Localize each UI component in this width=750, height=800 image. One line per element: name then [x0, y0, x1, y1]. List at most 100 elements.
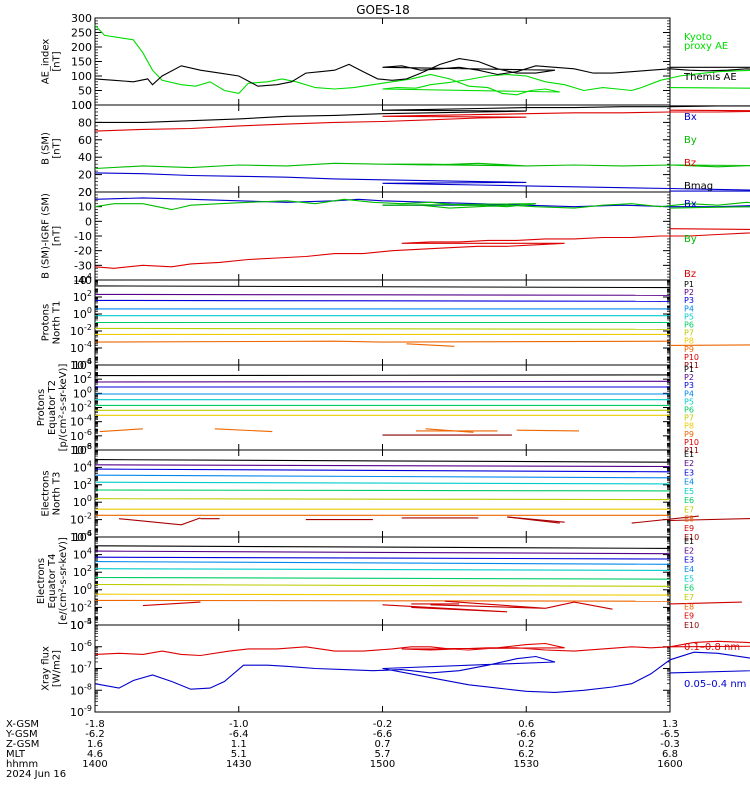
series-line-bigrf-1: [94, 198, 750, 211]
y-tick-label: 10-5: [70, 617, 92, 632]
legend-entry: E1: [684, 450, 694, 459]
x-tick-time: 1430: [226, 759, 251, 770]
legend-entry: E4: [684, 478, 694, 487]
legend-entry: Kyoto: [684, 32, 712, 43]
series-line-p-t2-8: [99, 428, 143, 433]
x-tick-time: 1400: [82, 759, 107, 770]
legend-entry: Bmag: [684, 181, 713, 192]
series-line-e-t4-9: [142, 601, 201, 607]
legend-entry: P10: [684, 438, 699, 447]
legend-entry: E8: [684, 602, 694, 611]
y-tick-label: 104: [73, 547, 92, 562]
series-line-p-t2-12: [516, 429, 580, 432]
x-tick-z_gsm: -0.3: [660, 739, 680, 750]
legend-entry: P9: [684, 430, 694, 439]
series-line-e-t4-1: [94, 550, 671, 555]
y-tick-label: 100: [71, 70, 92, 83]
legend-entry: E2: [684, 459, 694, 468]
y-tick-label: 102: [73, 371, 92, 386]
legend-entry: Bx: [684, 199, 697, 210]
x-date-label: 2024 Jun 16: [6, 769, 66, 780]
series-line-e-t3-9: [118, 517, 201, 526]
x-tick-time: 1500: [370, 759, 395, 770]
y-tick-label: -20: [74, 245, 92, 258]
y-tick-label: -40: [74, 274, 92, 287]
y-axis-label: [nT]: [52, 138, 63, 158]
y-tick-label: 10-2: [70, 599, 92, 614]
series-line-e-t4-13: [545, 601, 613, 610]
y-axis-label: Electrons: [36, 558, 47, 604]
chart-title: GOES-18: [356, 3, 410, 17]
y-axis-label: Protons: [36, 389, 47, 426]
y-axis-label: North T3: [52, 472, 63, 516]
series-line-e-t4-5: [94, 576, 671, 580]
legend-entry: E6: [684, 584, 694, 593]
y-tick-label: 10-9: [70, 704, 92, 719]
legend-entry: E9: [684, 612, 694, 621]
legend-entry: P11: [684, 446, 699, 455]
legend-entry: P3: [684, 381, 694, 390]
legend-entry: By: [684, 135, 697, 146]
y-tick-label: 20: [78, 186, 92, 199]
y-tick-label: 10-6: [70, 428, 92, 443]
legend-entry: P5: [684, 312, 694, 321]
series-line-e-t3-0: [94, 459, 671, 463]
y-tick-label: 102: [73, 564, 92, 579]
panel-frame: [94, 104, 671, 193]
y-axis-label: [nT]: [52, 226, 63, 246]
series-line-e-t3-3: [94, 474, 671, 479]
legend-entry: P2: [684, 373, 694, 382]
x-tick-y_gsm: -6.6: [373, 729, 393, 740]
y-tick-label: 106: [73, 442, 92, 457]
legend-entry: P8: [684, 337, 694, 346]
series-line-e-t3-15: [631, 515, 699, 524]
y-tick-label: -30: [74, 259, 92, 272]
panel-frame: [94, 17, 671, 106]
y-tick-label: 102: [73, 477, 92, 492]
y-tick-label: 102: [73, 289, 92, 304]
legend-entry: P5: [684, 397, 694, 406]
x-tick-mlt: 6.2: [518, 749, 534, 760]
series-line-p-t1-8: [94, 340, 671, 343]
y-tick-label: 150: [71, 56, 92, 69]
legend-entry: E5: [684, 574, 694, 583]
series-line-p-t1-6: [94, 327, 671, 330]
legend-entry: P1: [684, 365, 694, 374]
series-line-e-t4-7: [94, 593, 671, 596]
x-tick-time: 1530: [514, 759, 539, 770]
legend-entry: Bx: [684, 112, 697, 123]
series-line-bigrf-2: [94, 228, 750, 269]
x-row-label: Y-GSM: [5, 729, 38, 740]
series-line-p-t2-1: [94, 380, 671, 383]
y-axis-label: North T1: [52, 301, 63, 345]
x-tick-mlt: 6.8: [662, 749, 678, 760]
y-axis-label: [W/m2]: [52, 650, 63, 687]
legend-entry: P6: [684, 321, 694, 330]
x-tick-z_gsm: 1.1: [231, 739, 247, 750]
series-line-p-t1-2: [94, 299, 671, 302]
x-tick-y_gsm: -6.6: [516, 729, 536, 740]
y-tick-label: 10-2: [70, 323, 92, 338]
series-line-bsm-1: [94, 109, 750, 132]
legend-entry: E10: [684, 533, 699, 542]
y-axis-label: Equator T4: [47, 554, 58, 609]
series-line-bsm-0: [95, 105, 750, 123]
legend-entry: E10: [684, 621, 699, 630]
legend-entry: P6: [684, 406, 694, 415]
y-axis-label: Protons: [41, 304, 52, 341]
y-tick-label: 104: [73, 357, 92, 372]
x-tick-y_gsm: -6.4: [229, 729, 249, 740]
panel-frame: [94, 449, 671, 538]
legend-entry: P2: [684, 288, 694, 297]
panel-frame: [94, 536, 671, 626]
x-tick-y_gsm: -6.5: [660, 729, 680, 740]
series-line-p-t1-10: [669, 344, 750, 346]
legend-entry: P7: [684, 414, 694, 423]
legend-entry: P7: [684, 329, 694, 338]
series-line-e-t4-6: [94, 583, 671, 587]
